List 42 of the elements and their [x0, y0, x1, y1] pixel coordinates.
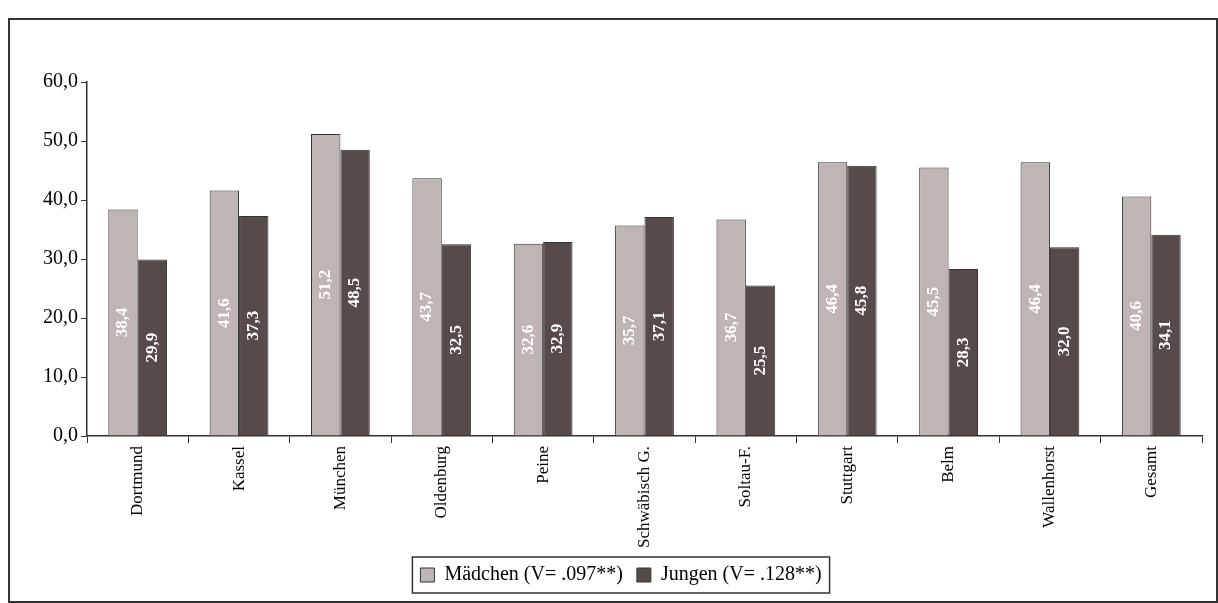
x-tick-label: Dortmund [127, 445, 147, 516]
data-label: 37,3 [243, 310, 263, 341]
y-tick-label: 50,0 [43, 128, 78, 151]
data-label: 46,4 [821, 283, 841, 314]
data-label: 45,5 [923, 286, 943, 317]
y-tick-label: 10,0 [43, 364, 78, 387]
data-label: 36,7 [720, 312, 740, 343]
data-label: 51,2 [315, 269, 335, 300]
x-tick-label: Peine [532, 446, 552, 484]
data-label: 34,1 [1155, 320, 1175, 351]
data-label: 32,6 [517, 324, 537, 355]
data-label: 40,6 [1126, 301, 1146, 331]
y-tick-label: 20,0 [43, 305, 78, 328]
data-label: 46,4 [1024, 283, 1044, 314]
x-tick-label: München [329, 445, 349, 511]
x-tick-label: Oldenburg [431, 445, 451, 519]
data-label: 35,7 [619, 315, 639, 346]
x-tick-label: Wallenhorst [1039, 445, 1059, 528]
data-label: 32,9 [547, 323, 567, 354]
data-label: 45,8 [851, 285, 871, 316]
x-tick-label: Soltau-F. [735, 446, 755, 508]
y-tick-label: 30,0 [43, 246, 78, 269]
y-tick-label: 60,0 [43, 69, 78, 92]
data-label: 28,3 [952, 337, 972, 368]
x-tick-label: Stuttgart [836, 445, 856, 505]
data-label: 32,0 [1054, 326, 1074, 357]
data-label: 43,7 [416, 291, 436, 322]
y-tick-label: 40,0 [43, 187, 78, 210]
data-label: 37,1 [648, 311, 668, 342]
data-label: 29,9 [141, 332, 161, 363]
x-tick-label: Gesamt [1140, 445, 1160, 498]
x-tick-label: Schwäbisch G. [633, 446, 653, 548]
data-label: 32,5 [445, 325, 465, 355]
x-tick-label: Belm [938, 446, 958, 483]
legend-label: Mädchen (V= .097**) [444, 562, 623, 586]
y-tick-label: 0,0 [53, 423, 78, 446]
data-label: 41,6 [213, 298, 233, 328]
x-tick-label: Kassel [228, 445, 248, 492]
legend-label: Jungen (V= .128**) [660, 562, 822, 586]
data-label: 48,5 [344, 277, 364, 308]
data-label: 38,4 [112, 307, 132, 338]
data-label: 25,5 [749, 345, 769, 376]
